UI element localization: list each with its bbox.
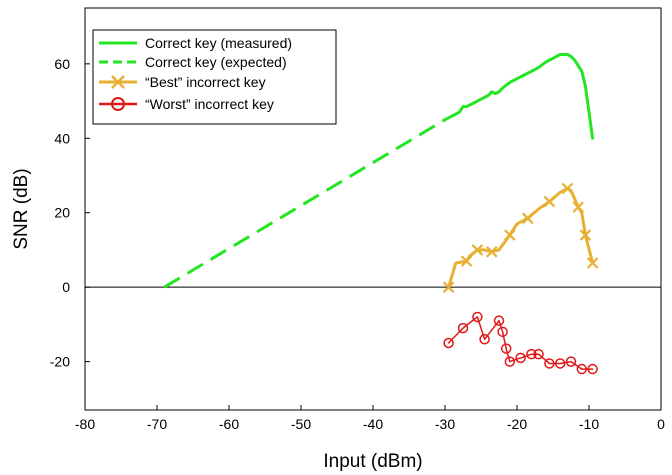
series-0 — [443, 53, 595, 140]
legend-box — [92, 29, 337, 125]
x-tick-label: 0 — [657, 416, 665, 432]
x-tick-label: -70 — [147, 416, 167, 432]
legend-entry-worst: “Worst” incorrect key — [99, 96, 274, 112]
x-tick-label: -30 — [435, 416, 455, 432]
legend-entry-best: “Best” incorrect key — [99, 74, 266, 90]
legend-label-best: “Best” incorrect key — [145, 74, 266, 90]
data-point-circle-marker — [554, 358, 566, 369]
data-point-circle-marker — [443, 337, 454, 349]
legend-marker-worst — [111, 97, 125, 111]
data-point-x-marker — [522, 212, 534, 225]
data-point-circle-marker — [500, 343, 512, 354]
series-line-0 — [443, 53, 595, 140]
x-axis-label: Input (dBm) — [323, 451, 422, 472]
x-tick-label: -20 — [507, 416, 527, 432]
data-point-circle-marker — [544, 358, 555, 369]
data-point-x-marker — [561, 182, 574, 195]
legend-entry-measured: Correct key (measured) — [99, 35, 292, 51]
legend-marker-best — [111, 75, 125, 89]
legend-label-worst: “Worst” incorrect key — [145, 96, 274, 112]
data-point-x-marker — [486, 246, 498, 258]
data-point-circle-marker — [515, 352, 526, 364]
data-point-x-marker — [504, 229, 516, 241]
data-point-x-marker — [572, 201, 584, 213]
y-tick-label: -20 — [50, 354, 70, 370]
data-point-circle-marker — [576, 363, 588, 375]
x-tick-label: -60 — [219, 416, 239, 432]
data-point-circle-marker — [479, 334, 490, 345]
data-point-circle-marker — [497, 326, 508, 338]
x-tick-label: -80 — [75, 416, 95, 432]
data-point-circle-marker — [504, 356, 516, 367]
legend-label-expected: Correct key (expected) — [145, 54, 287, 70]
x-tick-label: -40 — [363, 416, 383, 432]
legend-entry-expected: Correct key (expected) — [99, 54, 287, 70]
y-tick-label: 40 — [54, 130, 70, 146]
data-point-circle-marker — [457, 322, 469, 334]
series-line-1 — [163, 118, 446, 289]
series-1 — [163, 118, 446, 289]
data-point-circle-marker — [493, 315, 505, 326]
series-3 — [443, 311, 598, 375]
data-point-x-marker — [586, 257, 599, 269]
y-tick-label: 20 — [54, 205, 70, 221]
series-2 — [442, 182, 599, 293]
data-point-x-marker — [460, 255, 473, 267]
y-tick-label: 60 — [54, 56, 70, 72]
legend-label-measured: Correct key (measured) — [145, 35, 292, 51]
data-point-x-marker — [579, 229, 592, 241]
data-point-circle-marker — [526, 348, 537, 360]
series-line-3 — [447, 316, 594, 370]
data-point-circle-marker — [587, 363, 598, 375]
data-point-x-marker — [471, 244, 484, 256]
y-axis-label: SNR (dB) — [11, 168, 32, 249]
data-point-x-marker — [442, 281, 455, 293]
legend: Correct key (measured) Correct key (expe… — [92, 29, 337, 125]
data-point-circle-marker — [533, 348, 544, 360]
series-line-2 — [447, 187, 595, 289]
data-point-circle-marker — [565, 356, 577, 367]
x-tick-label: -10 — [579, 416, 599, 432]
x-tick-label: -50 — [291, 416, 311, 432]
data-point-x-marker — [543, 195, 556, 208]
y-tick-label: 0 — [62, 279, 70, 295]
data-point-circle-marker — [472, 311, 483, 323]
